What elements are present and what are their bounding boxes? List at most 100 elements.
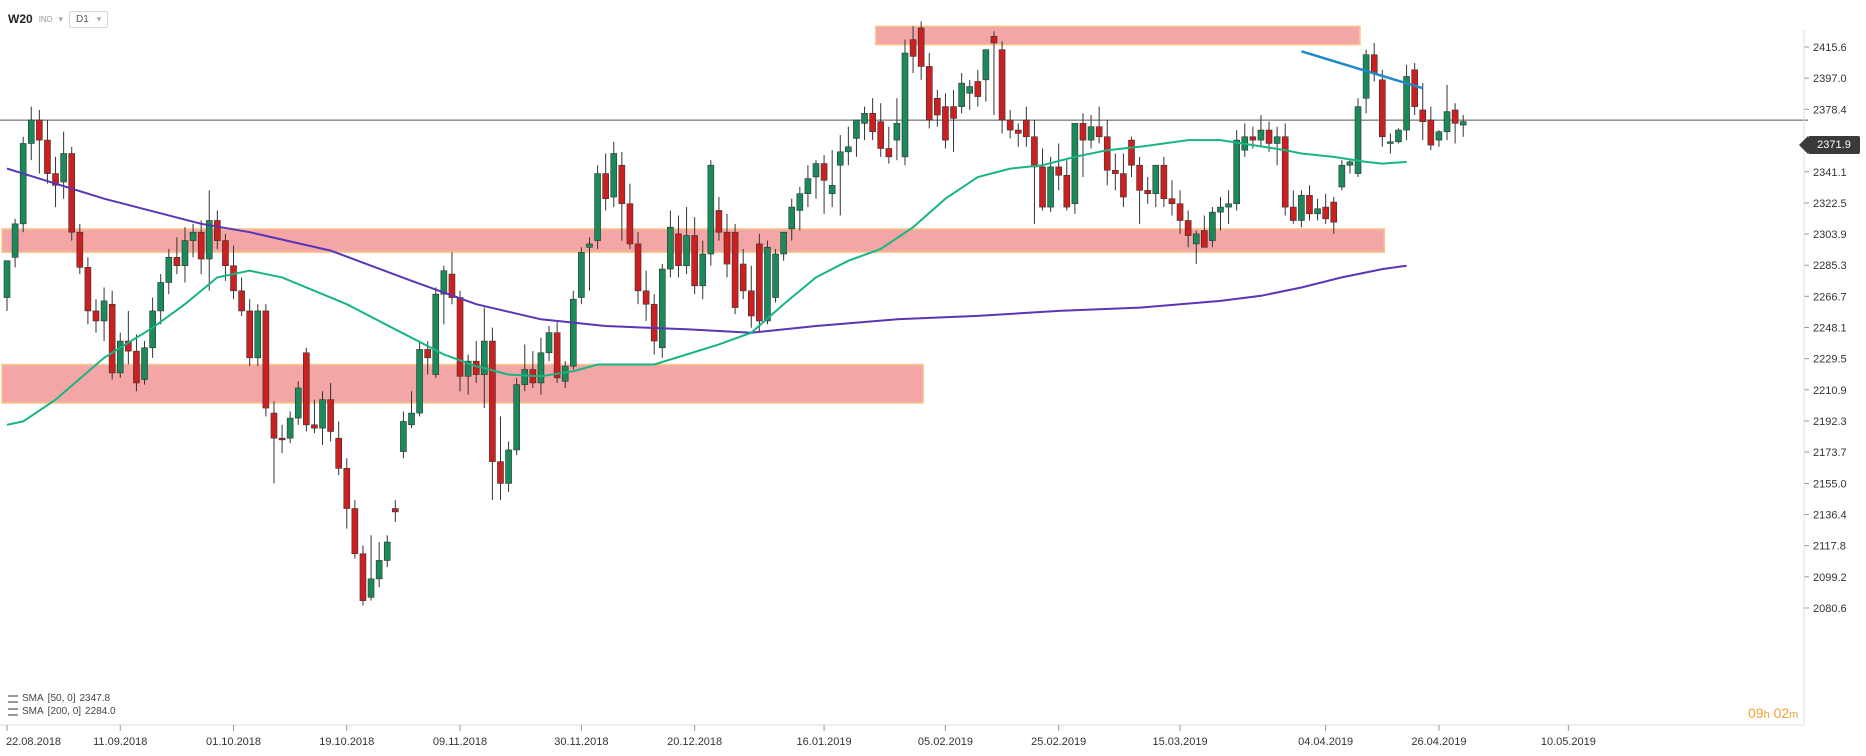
candle-body xyxy=(1063,174,1071,208)
candle xyxy=(52,156,59,208)
symbol-label[interactable]: W20 xyxy=(8,12,33,26)
candle-body xyxy=(1095,126,1103,138)
candle xyxy=(861,106,868,141)
candle-body xyxy=(464,360,472,377)
candle xyxy=(1362,49,1370,114)
candle-body xyxy=(27,119,35,144)
candle-body xyxy=(359,553,367,601)
candle xyxy=(254,304,262,367)
x-tick-label: 25.02.2019 xyxy=(1031,736,1086,748)
y-tick-label: 2322.5 xyxy=(1813,198,1847,210)
candle-body xyxy=(472,360,480,375)
moving-averages xyxy=(6,139,1407,426)
candle-body xyxy=(691,235,698,287)
candle xyxy=(836,135,844,216)
trendline[interactable] xyxy=(1301,50,1424,90)
y-tick-label: 2303.9 xyxy=(1813,229,1847,241)
candle xyxy=(853,119,860,157)
timeframe-select[interactable]: D1 ▾ xyxy=(69,10,109,28)
candle xyxy=(756,233,763,333)
candle xyxy=(569,290,577,370)
candle xyxy=(359,545,367,606)
candle xyxy=(1435,130,1443,147)
candle xyxy=(489,327,496,501)
candle-body xyxy=(934,97,941,116)
candle-body xyxy=(1411,69,1418,107)
candle xyxy=(286,411,294,444)
candle xyxy=(1136,156,1143,224)
candle xyxy=(699,240,707,300)
candle xyxy=(125,310,132,365)
candle-body xyxy=(1047,166,1054,208)
candle-body xyxy=(513,384,520,451)
candle-body xyxy=(157,282,165,312)
candle-body xyxy=(853,119,860,139)
resistance-trendline xyxy=(1301,50,1424,90)
candle xyxy=(610,141,618,208)
candle-body xyxy=(877,121,885,149)
candle xyxy=(1411,63,1418,115)
candle-body xyxy=(845,146,852,153)
candle xyxy=(966,79,974,110)
candle-body xyxy=(440,270,448,295)
candle xyxy=(222,233,229,281)
candle xyxy=(44,120,51,184)
candle xyxy=(1379,69,1386,147)
chevron-down-icon[interactable]: ▾ xyxy=(58,13,63,24)
candle xyxy=(845,126,852,166)
candle-body xyxy=(456,297,464,377)
candle xyxy=(1071,123,1079,214)
candle-body xyxy=(1451,109,1459,124)
candle xyxy=(1128,136,1135,177)
candle xyxy=(294,381,302,425)
candle xyxy=(383,535,391,568)
candle-body xyxy=(52,173,59,186)
candle xyxy=(262,304,270,417)
candle-body xyxy=(1192,233,1200,245)
candle-body xyxy=(578,252,585,298)
candle xyxy=(303,347,310,432)
legend-sma50[interactable]: SMA [50, 0] 2347.8 xyxy=(8,692,116,705)
candle-body xyxy=(3,260,11,298)
candle-body xyxy=(1427,119,1435,146)
candle xyxy=(1047,156,1054,213)
candle-body xyxy=(699,253,707,287)
candle xyxy=(1443,84,1451,141)
y-tick-label: 2136.4 xyxy=(1813,510,1847,522)
x-tick-label: 16.01.2019 xyxy=(797,736,852,748)
legend-sma200[interactable]: SMA [200, 0] 2284.0 xyxy=(8,705,116,718)
candle-body xyxy=(796,193,804,211)
candle xyxy=(642,270,650,321)
candle-body xyxy=(319,399,326,429)
candle-body xyxy=(489,340,496,462)
candle xyxy=(400,411,407,459)
candle xyxy=(3,260,11,311)
candle-body xyxy=(1298,195,1305,221)
candle-body xyxy=(1387,141,1394,144)
chevron-down-icon: ▾ xyxy=(96,13,102,24)
candle xyxy=(764,240,771,325)
candle-body xyxy=(836,151,844,166)
candle-body xyxy=(1112,169,1119,174)
candle xyxy=(942,93,949,149)
candle xyxy=(707,160,715,266)
candle-body xyxy=(982,49,990,81)
candle xyxy=(828,150,836,208)
candle xyxy=(1241,123,1249,157)
candle-body xyxy=(68,153,76,233)
candle-body xyxy=(618,164,626,205)
candle xyxy=(181,227,189,283)
candle-body xyxy=(1031,136,1038,168)
candle xyxy=(238,277,245,316)
candle xyxy=(84,257,92,325)
x-tick-label: 20.12.2018 xyxy=(667,736,722,748)
candle-body xyxy=(116,340,124,374)
candle xyxy=(634,232,642,305)
candle-body xyxy=(327,399,334,432)
candle-body xyxy=(893,123,901,141)
candle xyxy=(602,153,609,211)
candle-body xyxy=(764,246,771,322)
candle-body xyxy=(1144,190,1151,194)
candle xyxy=(92,299,100,333)
